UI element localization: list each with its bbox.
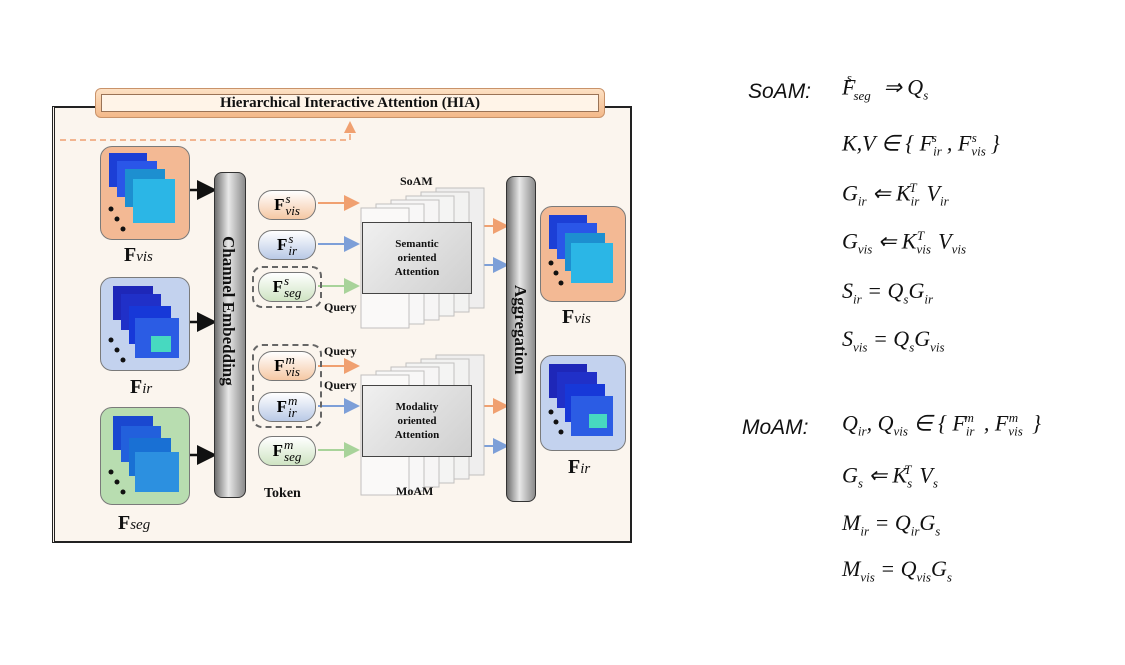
output-ir-label: Fir <box>568 456 591 478</box>
input-ir-image <box>100 277 190 371</box>
aggregation-label: Aggregation <box>511 285 530 375</box>
soam-attention-box: Semantic oriented Attention <box>362 222 472 294</box>
moam-eq-3: Mir = QirGs <box>842 510 941 539</box>
output-ir-image <box>540 355 626 451</box>
input-ir-label: Fir <box>130 376 153 398</box>
aggregation-bar <box>506 176 536 502</box>
input-vis-label: Fvis <box>124 244 153 266</box>
channel-embedding-label: Channel Embedding <box>219 236 238 386</box>
soam-query-group <box>252 266 322 308</box>
soam-eq-4: Gvis ⇐ KvisT Vvis <box>842 228 967 257</box>
soam-eq-6: Svis = QsGvis <box>842 326 945 355</box>
soam-query-label: Query <box>324 300 357 314</box>
moam-equations-heading: MoAM: <box>742 416 809 439</box>
moam-query-label-2: Query <box>324 378 357 392</box>
input-vis-image <box>100 146 190 240</box>
soam-eq-5: Sir = QsGir <box>842 278 934 307</box>
output-vis-image <box>540 206 626 302</box>
soam-equations-heading: SoAM: <box>748 80 812 103</box>
input-seg-label: Fseg <box>118 512 151 534</box>
moam-eq-2: Gs ⇐ KsT Vs <box>842 462 938 491</box>
moam-eq-1: Qir, Qvis ∈ { Firm, Fvism} <box>842 410 1041 439</box>
moam-attention-box: Modality oriented Attention <box>362 385 472 457</box>
soam-eq-2: K,V ∈ { Firs, Fviss} <box>842 130 1000 159</box>
input-seg-image <box>100 407 190 505</box>
moam-query-group <box>252 344 322 428</box>
hia-title: Hierarchical Interactive Attention (HIA) <box>101 94 599 112</box>
token-label: Token <box>264 486 301 501</box>
hia-title-bar: Hierarchical Interactive Attention (HIA) <box>95 88 605 118</box>
moam-query-label-1: Query <box>324 344 357 358</box>
output-vis-label: Fvis <box>562 306 591 328</box>
soam-label: SoAM <box>400 174 433 188</box>
soam-eq-3: Gir ⇐ KirT Vir <box>842 180 949 209</box>
moam-label: MoAM <box>396 484 434 498</box>
moam-eq-4: Mvis = QvisGs <box>842 556 952 585</box>
channel-embedding-bar <box>214 172 246 498</box>
soam-eq-1: Fsegs ⇒ Qs <box>842 70 929 103</box>
